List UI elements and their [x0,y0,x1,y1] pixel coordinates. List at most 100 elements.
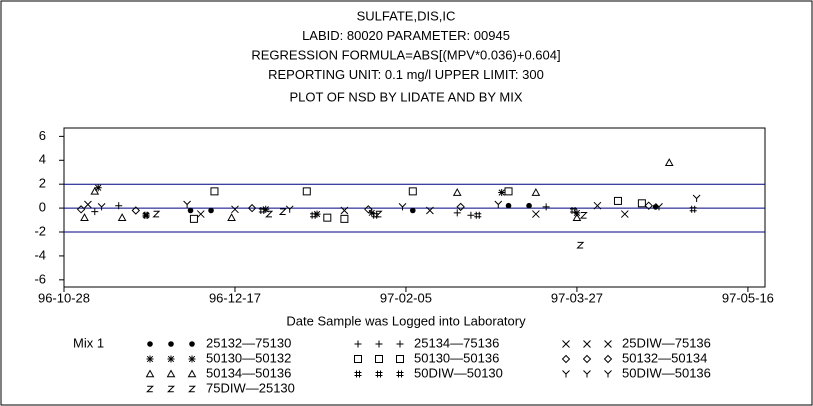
legend-symbol [189,341,195,347]
point [644,201,653,210]
point [187,207,194,214]
point [340,214,349,223]
point [152,210,161,218]
point [655,203,663,211]
point [526,202,532,209]
point [285,205,294,213]
legend-symbol [145,369,155,378]
y-tick-label: 0 [39,200,46,215]
point [504,187,513,196]
point [371,211,379,219]
point [474,211,482,219]
point [115,202,123,210]
point [409,207,416,214]
legend-symbol [188,355,196,363]
x-tick-label: 97-03-27 [551,290,603,305]
legend-symbol [582,354,592,364]
point [94,184,102,192]
point [247,203,257,213]
point [576,241,585,249]
point [364,205,373,214]
point [498,189,506,197]
legend-label: 50132—50134 [622,350,707,365]
y-tick-label: -2 [34,223,46,238]
point [265,210,274,218]
legend-symbol [147,341,153,347]
point [692,194,701,203]
point [227,213,236,221]
x-tick-label: 96-12-17 [209,290,261,305]
chart-title: REPORTING UNIT: 0.1 mg/l UPPER LIMIT: 30… [268,67,544,82]
legend-symbol [168,341,174,347]
point [573,209,581,217]
chart-subtitle: PLOT OF NSD BY LIDATE AND BY MIX [289,89,522,104]
legend-symbol [583,340,591,348]
point [505,202,512,209]
point [456,202,465,212]
x-axis-label: Date Sample was Logged into Laboratory [286,313,526,328]
y-tick-label: -4 [34,247,46,262]
y-tick-label: 2 [39,176,46,191]
legend-symbol [562,340,570,348]
point [637,199,646,208]
legend-symbol [166,369,176,378]
legend-label: 50134—50136 [206,365,291,380]
legend-symbol [603,354,613,364]
point [302,187,311,196]
point [142,211,150,219]
legend-title: Mix 1 [73,335,104,350]
legend-symbol [396,340,404,348]
x-tick-label: 97-02-05 [380,290,432,305]
legend-symbol [375,370,383,378]
legend-symbol [187,369,197,378]
legend-label: 50130—50136 [414,350,499,365]
point [620,210,629,218]
y-tick-label: -6 [34,271,46,286]
legend-symbol [354,355,362,363]
point [142,211,150,219]
point [374,210,383,218]
point [689,205,697,213]
point [494,200,503,209]
legend-symbol [375,355,383,363]
point [453,209,461,217]
point [570,206,578,214]
legend-symbol [604,370,612,378]
legend-label: 50DIW—50136 [622,365,711,380]
point [208,207,214,214]
chart-title: REGRESSION FORMULA=ABS[(MPV*0.036)+0.604… [251,47,560,62]
legend-label: 25132—75130 [206,335,291,350]
point [593,201,602,210]
point [542,203,550,211]
chart-title: LABID: 80020 PARAMETER: 00945 [302,28,510,43]
point [532,210,540,218]
point [467,211,475,219]
legend-symbol [604,340,612,348]
point [76,205,86,214]
plot-area [63,127,766,288]
point [572,213,582,221]
point [183,200,191,209]
legend-symbol [375,340,383,348]
legend-symbol [561,354,571,364]
point [84,200,92,209]
point [117,213,127,221]
point [531,188,541,196]
x-tick-label: 96-10-28 [38,290,90,305]
point [310,211,318,219]
legend-label: 75DIW—25130 [206,380,295,395]
point [210,187,219,196]
point [452,188,462,196]
legend-symbol [146,355,154,363]
legend-symbol [187,385,197,393]
point [579,211,588,219]
x-tick-label: 97-05-16 [722,290,774,305]
point [368,209,376,217]
point [340,206,349,215]
point [278,208,287,215]
point [398,203,407,211]
point [80,213,89,221]
legend-symbol [167,355,175,363]
